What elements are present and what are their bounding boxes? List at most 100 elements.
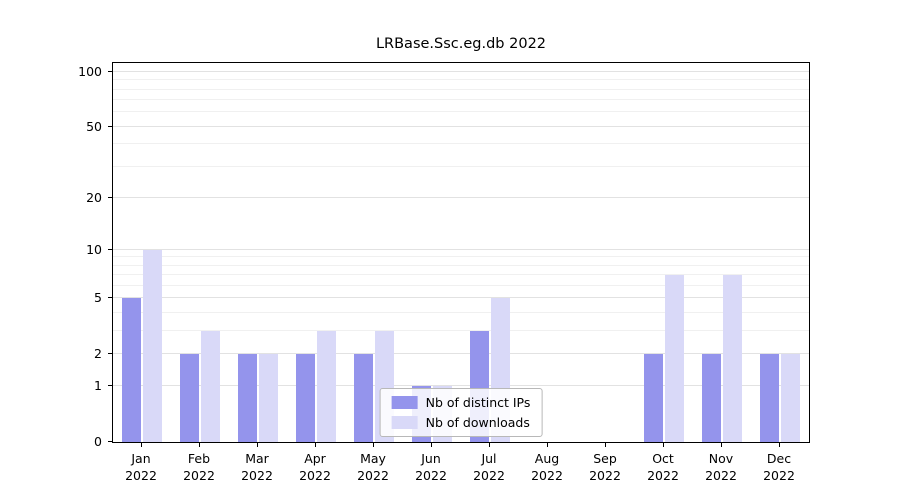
- x-tick-label: Sep 2022: [570, 450, 640, 484]
- x-tick-month: Mar: [245, 451, 269, 466]
- y-tick-mark: [108, 248, 112, 250]
- x-tick-month: Jan: [131, 451, 151, 466]
- y-tick-mark: [108, 385, 112, 387]
- x-tick-mark: [489, 443, 490, 447]
- minor-gridline: [113, 111, 809, 113]
- x-tick-mark: [547, 443, 548, 447]
- chart-title: LRBase.Ssc.eg.db 2022: [375, 36, 547, 52]
- y-tick-label: 5: [94, 290, 102, 306]
- minor-gridline: [113, 264, 809, 266]
- x-tick-label: Apr 2022: [280, 450, 350, 484]
- bar-distinct-ips: [760, 353, 779, 442]
- x-tick-year: 2022: [705, 468, 737, 483]
- bar-downloads: [781, 353, 800, 442]
- y-tick-label: 20: [86, 189, 102, 205]
- x-tick-month: Apr: [304, 451, 326, 466]
- x-tick-mark: [779, 443, 780, 447]
- minor-gridline: [113, 88, 809, 90]
- bar-distinct-ips: [354, 353, 373, 442]
- y-tick-label: 10: [86, 241, 102, 257]
- x-tick-month: Oct: [652, 451, 674, 466]
- x-tick-mark: [199, 443, 200, 447]
- bar-downloads: [201, 330, 220, 442]
- x-tick-label: Aug 2022: [512, 450, 582, 484]
- x-tick-year: 2022: [647, 468, 679, 483]
- bar-downloads: [317, 330, 336, 442]
- y-tick-label: 2: [94, 345, 102, 361]
- bar-distinct-ips: [238, 353, 257, 442]
- y-tick-label: 1: [94, 378, 102, 394]
- y-tick-mark: [108, 352, 112, 354]
- bar-downloads: [259, 353, 278, 442]
- minor-gridline: [113, 329, 809, 331]
- major-gridline: [113, 248, 809, 250]
- x-tick-label: May 2022: [338, 450, 408, 484]
- bar-downloads: [723, 275, 742, 442]
- x-tick-label: Jul 2022: [454, 450, 524, 484]
- x-tick-mark: [315, 443, 316, 447]
- minor-gridline: [113, 99, 809, 101]
- major-gridline: [113, 196, 809, 198]
- x-tick-label: Jan 2022: [106, 450, 176, 484]
- x-tick-year: 2022: [241, 468, 273, 483]
- x-tick-month: Dec: [766, 451, 792, 466]
- x-tick-month: Feb: [187, 451, 211, 466]
- legend-item: Nb of distinct IPs: [391, 395, 531, 410]
- bar-distinct-ips: [644, 353, 663, 442]
- legend-swatch: [391, 416, 418, 429]
- y-tick-mark: [108, 71, 112, 72]
- legend: Nb of distinct IPs Nb of downloads: [379, 388, 543, 437]
- bar-distinct-ips: [702, 353, 721, 442]
- minor-gridline: [113, 143, 809, 145]
- x-tick-year: 2022: [415, 468, 447, 483]
- major-gridline: [113, 125, 809, 127]
- x-tick-year: 2022: [531, 468, 563, 483]
- minor-gridline: [113, 311, 809, 313]
- x-tick-month: Nov: [708, 451, 734, 466]
- major-gridline: [113, 352, 809, 354]
- x-tick-month: May: [360, 451, 386, 466]
- legend-label: Nb of distinct IPs: [425, 395, 531, 410]
- x-tick-label: Nov 2022: [686, 450, 756, 484]
- legend-label: Nb of downloads: [425, 415, 530, 430]
- x-tick-year: 2022: [473, 468, 505, 483]
- plot-area: Nb of distinct IPs Nb of downloads: [112, 62, 810, 443]
- x-tick-year: 2022: [183, 468, 215, 483]
- x-tick-mark: [257, 443, 258, 447]
- y-tick-mark: [108, 125, 112, 127]
- major-gridline: [113, 71, 809, 73]
- x-tick-label: Jun 2022: [396, 450, 466, 484]
- y-tick-mark: [108, 297, 112, 299]
- x-tick-year: 2022: [299, 468, 331, 483]
- bar-distinct-ips: [296, 353, 315, 442]
- legend-swatch: [391, 396, 418, 409]
- minor-gridline: [113, 165, 809, 167]
- y-tick-label: 100: [78, 64, 102, 79]
- x-tick-mark: [663, 443, 664, 447]
- x-tick-label: Dec 2022: [744, 450, 814, 484]
- x-tick-label: Oct 2022: [628, 450, 698, 484]
- x-tick-mark: [141, 443, 142, 447]
- minor-gridline: [113, 285, 809, 286]
- x-tick-mark: [373, 443, 374, 447]
- x-tick-month: Jun: [421, 451, 441, 466]
- y-tick-label: 0: [94, 434, 102, 449]
- y-tick-label: 50: [86, 118, 102, 134]
- x-tick-mark: [721, 443, 722, 447]
- bar-downloads: [143, 249, 162, 442]
- major-gridline: [113, 385, 809, 387]
- x-tick-year: 2022: [357, 468, 389, 483]
- bar-distinct-ips: [180, 353, 199, 442]
- bar-downloads: [665, 275, 684, 442]
- x-tick-month: Sep: [593, 451, 617, 466]
- minor-gridline: [113, 79, 809, 81]
- y-tick-mark: [108, 441, 112, 442]
- x-tick-mark: [605, 443, 606, 447]
- major-gridline: [113, 297, 809, 299]
- x-tick-month: Jul: [481, 451, 497, 466]
- x-tick-label: Feb 2022: [164, 450, 234, 484]
- minor-gridline: [113, 256, 809, 258]
- bar-distinct-ips: [122, 298, 141, 442]
- x-tick-year: 2022: [125, 468, 157, 483]
